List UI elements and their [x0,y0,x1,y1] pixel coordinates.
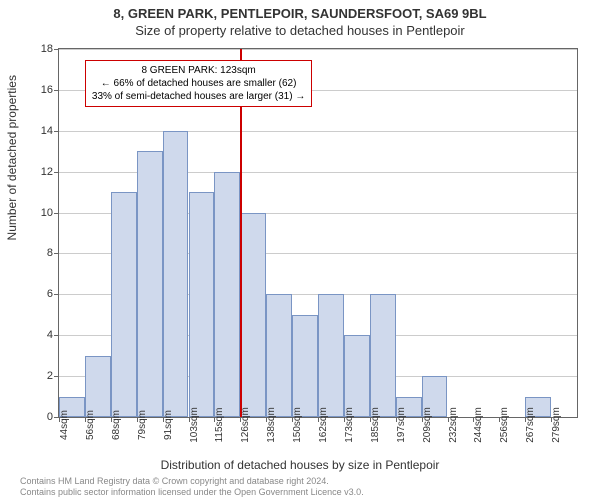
footer-line-1: Contains HM Land Registry data © Crown c… [20,476,590,487]
histogram-bar [266,294,292,417]
x-tick-mark [137,417,138,422]
x-tick-label: 244sqm [473,407,484,443]
x-tick-mark [422,417,423,422]
y-tick-label: 14 [41,125,53,137]
histogram-bar [214,172,240,417]
y-tick-label: 16 [41,84,53,96]
x-tick-mark [292,417,293,422]
footer-line-2: Contains public sector information licen… [20,487,590,498]
x-tick-mark [473,417,474,422]
x-tick-label: 68sqm [111,410,122,440]
x-tick-label: 79sqm [137,410,148,440]
callout-box: 8 GREEN PARK: 123sqm← 66% of detached ho… [85,60,312,107]
chart-title-sub: Size of property relative to detached ho… [0,21,600,38]
x-tick-label: 267sqm [525,407,536,443]
histogram-bar [137,151,163,417]
y-tick-mark [54,335,59,336]
histogram-bar [85,356,111,417]
x-tick-label: 115sqm [214,408,225,443]
y-tick-label: 2 [47,370,53,382]
y-tick-mark [54,253,59,254]
callout-line: 8 GREEN PARK: 123sqm [92,64,305,77]
histogram-bar [163,131,189,417]
y-tick-mark [54,213,59,214]
callout-line: ← 66% of detached houses are smaller (62… [92,77,305,90]
x-tick-mark [111,417,112,422]
y-tick-mark [54,90,59,91]
histogram-bar [292,315,318,417]
histogram-bar [318,294,344,417]
x-tick-mark [525,417,526,422]
x-tick-label: 173sqm [344,407,355,443]
x-tick-label: 138sqm [266,407,277,443]
x-tick-label: 279sqm [551,407,562,443]
y-tick-label: 6 [47,288,53,300]
histogram-bar [240,213,266,417]
x-tick-label: 91sqm [163,410,174,440]
x-tick-mark [551,417,552,422]
chart-plot-area: 02468101214161844sqm56sqm68sqm79sqm91sqm… [58,48,578,418]
x-tick-mark [370,417,371,422]
y-tick-label: 12 [41,166,53,178]
x-axis-label: Distribution of detached houses by size … [0,458,600,472]
y-tick-label: 8 [47,247,53,259]
y-tick-mark [54,49,59,50]
y-tick-label: 18 [41,43,53,55]
chart-title-main: 8, GREEN PARK, PENTLEPOIR, SAUNDERSFOOT,… [0,0,600,21]
x-tick-mark [396,417,397,422]
x-tick-mark [189,417,190,422]
x-tick-label: 232sqm [448,407,459,443]
x-tick-label: 185sqm [370,407,381,443]
x-tick-label: 56sqm [85,410,96,440]
histogram-bar [370,294,396,417]
x-tick-mark [448,417,449,422]
y-axis-label: Number of detached properties [5,75,19,240]
x-tick-label: 150sqm [292,407,303,443]
y-tick-label: 4 [47,329,53,341]
grid-line [59,49,577,50]
footer-attribution: Contains HM Land Registry data © Crown c… [20,476,590,498]
x-tick-mark [266,417,267,422]
x-tick-mark [318,417,319,422]
x-tick-label: 162sqm [318,407,329,443]
x-tick-mark [499,417,500,422]
x-tick-label: 209sqm [422,407,433,443]
x-tick-mark [85,417,86,422]
x-tick-label: 103sqm [189,407,200,443]
x-tick-mark [344,417,345,422]
x-tick-mark [214,417,215,422]
y-tick-mark [54,131,59,132]
grid-line [59,131,577,132]
y-tick-mark [54,376,59,377]
callout-line: 33% of semi-detached houses are larger (… [92,90,305,103]
x-tick-label: 197sqm [396,407,407,443]
histogram-bar [344,335,370,417]
x-tick-mark [163,417,164,422]
x-tick-mark [59,417,60,422]
x-tick-label: 256sqm [499,407,510,443]
y-tick-label: 10 [41,207,53,219]
y-tick-label: 0 [47,411,53,423]
x-tick-mark [240,417,241,422]
y-tick-mark [54,294,59,295]
y-tick-mark [54,172,59,173]
x-tick-label: 44sqm [59,410,70,440]
histogram-bar [111,192,137,417]
histogram-bar [189,192,215,417]
